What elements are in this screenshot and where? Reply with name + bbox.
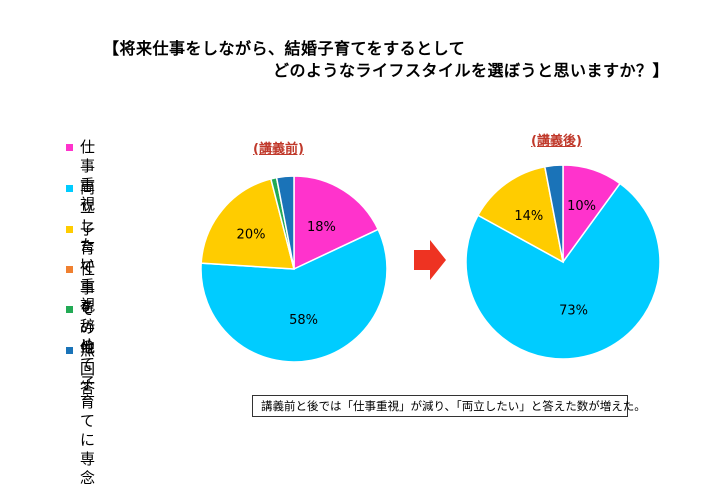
pie-after: 10% 73% 14% [465,164,661,360]
legend-label-none: 無回答 [80,341,96,397]
pie-slice-both [465,182,661,360]
pie-charts: 18% 58% 20% 10% 73% 14% [200,164,661,363]
arrow-right-icon [414,240,446,280]
data-label-work: 10% [567,199,596,214]
legend-label-work: 仕事重視 [80,138,96,213]
legend-item-child: 子育て重視 [66,220,95,315]
legend-swatch-work [66,144,73,151]
legend-label-both: 両立したい [80,179,96,273]
pie-title-after: (講義後) [531,134,582,149]
pie-slice-child [200,178,295,270]
pie-slice-both [200,228,388,363]
legend-swatch-other [66,306,73,313]
title-line-2: どのようなライフスタイルを選ぼうと思いますか？】 [273,61,670,80]
data-label-both: 73% [559,303,588,318]
legend-item-other: その他 [66,300,95,357]
legend-swatch-quit [66,266,73,273]
title-line-1: 【将来仕事をしながら、結婚子育てをするとして [103,39,466,58]
pie-slice-work [293,175,380,271]
pie-slice-child [476,165,565,264]
pie-slice-none [543,164,564,263]
legend-item-none: 無回答 [66,341,95,398]
pie-before: 18% 58% 20% [200,175,388,363]
legend-label-child: 子育て重視 [80,220,96,314]
data-label-child: 14% [514,209,543,224]
legend-swatch-none [66,347,73,354]
legend-label-other: その他 [80,300,96,356]
data-label-child: 20% [237,227,266,242]
pie-slice-none [275,175,295,270]
legend-swatch-child [66,226,73,233]
data-label-both: 58% [289,313,318,328]
pie-title-before: (講義前) [253,142,304,157]
data-label-work: 18% [307,220,336,235]
legend-item-both: 両立したい [66,179,95,274]
summary-note: 講義前と後では「仕事重視」が減り、「両立したい」と答えた数が増えた。 [252,395,646,417]
legend-swatch-both [66,185,73,192]
legend-item-work: 仕事重視 [66,138,95,214]
